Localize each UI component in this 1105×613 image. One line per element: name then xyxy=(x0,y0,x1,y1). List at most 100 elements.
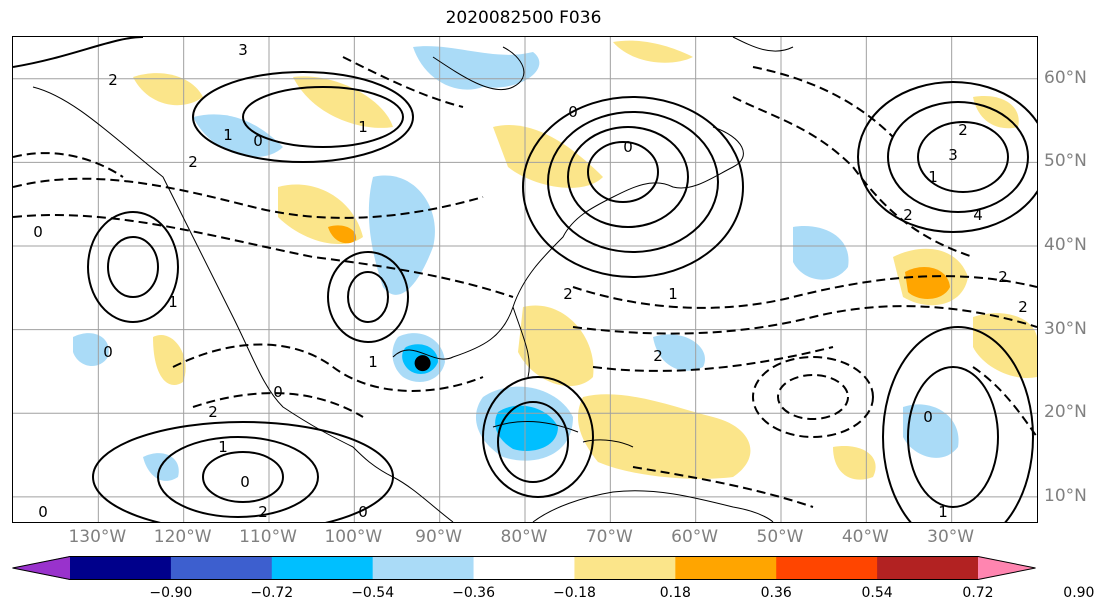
longitude-label: 130°W xyxy=(68,527,127,547)
contour-ring xyxy=(907,366,999,508)
contour-line xyxy=(13,37,144,68)
contour-ring-dashed xyxy=(777,374,849,420)
colorbar-segment xyxy=(473,556,575,580)
longitude-label: 80°W xyxy=(500,527,548,547)
latitude-label: 40°N xyxy=(1044,235,1087,256)
contour-ring xyxy=(497,401,569,483)
colorbar-tick-label: 0.54 xyxy=(861,585,893,601)
negative-anomaly-area xyxy=(903,404,959,458)
contour-value-label: 0 xyxy=(240,473,250,491)
coastline-south-america xyxy=(532,490,774,522)
contour-value-label: 2 xyxy=(903,206,913,224)
latitude-label: 30°N xyxy=(1044,318,1087,339)
negative-anomaly-area xyxy=(368,175,435,295)
contour-ring xyxy=(87,211,179,323)
colorbar-overflow-triangle xyxy=(978,556,1036,580)
contour-line-dashed xyxy=(172,343,484,392)
contour-ring xyxy=(482,376,594,498)
colorbar-segment xyxy=(675,556,777,580)
positive-anomaly-area xyxy=(293,76,393,128)
contour-ring xyxy=(107,236,159,298)
positive-anomaly-area xyxy=(518,305,594,387)
contour-value-label: 1 xyxy=(668,285,678,303)
longitude-label: 50°W xyxy=(756,527,804,547)
positive-anomaly-area xyxy=(973,313,1037,378)
contour-value-label: 0 xyxy=(103,343,113,361)
colorbar-segment xyxy=(877,556,979,580)
longitude-label: 120°W xyxy=(153,527,212,547)
contour-ring xyxy=(882,326,1034,522)
contour-ring xyxy=(522,96,744,278)
contour-ring xyxy=(587,141,659,203)
colorbar-segment xyxy=(271,556,374,580)
latitude-label: 50°N xyxy=(1044,151,1087,172)
positive-anomaly-area xyxy=(833,446,876,480)
positive-anomaly-area-strong xyxy=(905,267,950,299)
contour-value-label: 1 xyxy=(938,503,948,521)
contour-value-label: 2 xyxy=(1018,298,1028,316)
colorbar-segment xyxy=(372,556,475,580)
latitude-label: 10°N xyxy=(1044,485,1087,506)
contour-value-label: 0 xyxy=(38,503,48,521)
longitude-label: 30°W xyxy=(927,527,975,547)
colorbar-tick-label: 0.18 xyxy=(659,585,691,601)
contour-value-label: 0 xyxy=(623,138,633,156)
contours-dashed xyxy=(13,56,1037,508)
positive-anomaly-area xyxy=(493,125,603,188)
colorbar-tick-label: 0.36 xyxy=(760,585,792,601)
contour-value-label: 2 xyxy=(958,121,968,139)
colorbar-tick-label: −0.54 xyxy=(351,585,395,601)
positive-anomaly-area xyxy=(578,394,751,479)
contour-value-label: 0 xyxy=(568,103,578,121)
contour-value-label: 4 xyxy=(973,206,983,224)
contour-line-dashed xyxy=(572,275,1037,309)
contour-value-label: 0 xyxy=(358,503,368,521)
contour-ring xyxy=(887,101,1029,213)
colorbar-tick-label: −0.90 xyxy=(149,585,193,601)
contour-value-label: 1 xyxy=(358,118,368,136)
contour-ring xyxy=(192,71,414,163)
latitude-label: 20°N xyxy=(1044,402,1087,423)
coastline xyxy=(512,306,530,378)
longitude-label: 70°W xyxy=(585,527,633,547)
contour-value-label: 1 xyxy=(218,438,228,456)
contour-value-label: 2 xyxy=(563,285,573,303)
negative-anomaly-area xyxy=(653,334,705,371)
longitude-label: 110°W xyxy=(239,527,297,547)
contour-line-dashed xyxy=(632,466,814,508)
contour-ring xyxy=(347,271,389,323)
contour-value-label: 1 xyxy=(168,293,178,311)
colorbar-segment xyxy=(574,556,676,580)
contour-value-label: 3 xyxy=(238,41,248,59)
contour-line-dashed xyxy=(592,346,834,372)
colorbar-tick-label: −0.18 xyxy=(552,585,596,601)
positive-anomaly-area xyxy=(973,96,1019,129)
contour-value-label: 2 xyxy=(258,503,268,521)
positive-anomaly-area xyxy=(153,335,186,385)
colorbar xyxy=(12,556,1036,580)
contour-ring xyxy=(857,81,1037,233)
contour-ring xyxy=(157,436,319,518)
longitude-label: 60°W xyxy=(671,527,719,547)
contour-line-dashed xyxy=(13,214,514,298)
contour-value-label: 1 xyxy=(223,126,233,144)
contour-value-label: 2 xyxy=(998,268,1008,286)
longitude-label: 100°W xyxy=(324,527,383,547)
contour-ring xyxy=(327,251,409,343)
contour-line-dashed xyxy=(732,96,974,258)
contour-ring xyxy=(202,451,284,503)
positive-anomaly-area-strong xyxy=(328,225,357,244)
contour-ring xyxy=(547,111,719,253)
contour-value-label: 1 xyxy=(928,168,938,186)
storm-center-marker xyxy=(414,355,431,372)
positive-anomaly-area xyxy=(613,40,693,63)
contour-ring xyxy=(242,86,404,148)
contour-value-label: 2 xyxy=(188,153,198,171)
colorbar-tick-label: 0.72 xyxy=(962,585,994,601)
contour-value-label: 2 xyxy=(208,403,218,421)
contour-line-dashed xyxy=(972,366,1037,438)
colorbar-tick-label: 0.90 xyxy=(1063,585,1095,601)
contour-line-dashed xyxy=(342,56,464,108)
